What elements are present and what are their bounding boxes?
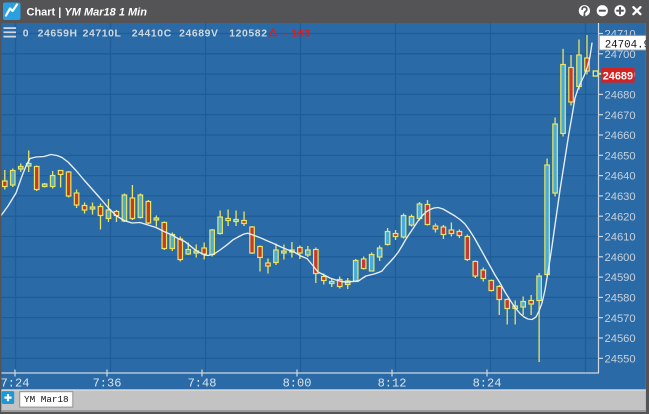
svg-text:24680: 24680 — [605, 90, 636, 102]
svg-text:24670: 24670 — [605, 110, 636, 122]
svg-text:7:36: 7:36 — [93, 377, 122, 391]
svg-text:163: 163 — [292, 29, 311, 40]
svg-text:YM Mar18: YM Mar18 — [24, 394, 69, 405]
svg-text:24550: 24550 — [605, 353, 636, 365]
svg-text:24560: 24560 — [605, 333, 636, 345]
svg-text:24700: 24700 — [605, 49, 636, 61]
svg-text:24630: 24630 — [605, 191, 636, 203]
svg-text:7:24: 7:24 — [1, 377, 30, 391]
svg-text:0: 0 — [23, 29, 29, 40]
svg-text:24689V: 24689V — [179, 29, 218, 40]
svg-text:24610: 24610 — [605, 232, 636, 244]
svg-text:24660: 24660 — [605, 130, 636, 142]
svg-text:120582: 120582 — [229, 29, 267, 40]
svg-text:8:00: 8:00 — [283, 377, 312, 391]
svg-text:24659H: 24659H — [38, 29, 78, 40]
svg-text:24580: 24580 — [605, 293, 636, 305]
svg-text:24620: 24620 — [605, 211, 636, 223]
svg-text:7:48: 7:48 — [188, 377, 217, 391]
svg-text:8:12: 8:12 — [378, 377, 407, 391]
svg-text:24570: 24570 — [605, 313, 636, 325]
svg-text:24590: 24590 — [605, 272, 636, 284]
svg-text:24689: 24689 — [603, 70, 633, 82]
svg-text:24640: 24640 — [605, 171, 636, 183]
svg-text:-: - — [284, 29, 288, 40]
svg-text:24600: 24600 — [605, 252, 636, 264]
svg-text:24710L: 24710L — [83, 29, 122, 40]
svg-text:Chart | YM Mar18 1 Min: Chart | YM Mar18 1 Min — [27, 7, 148, 19]
svg-text:24410C: 24410C — [132, 29, 172, 40]
svg-text:24704.91: 24704.91 — [605, 40, 649, 52]
svg-text:8:24: 8:24 — [473, 377, 502, 391]
svg-text:24650: 24650 — [605, 150, 636, 162]
